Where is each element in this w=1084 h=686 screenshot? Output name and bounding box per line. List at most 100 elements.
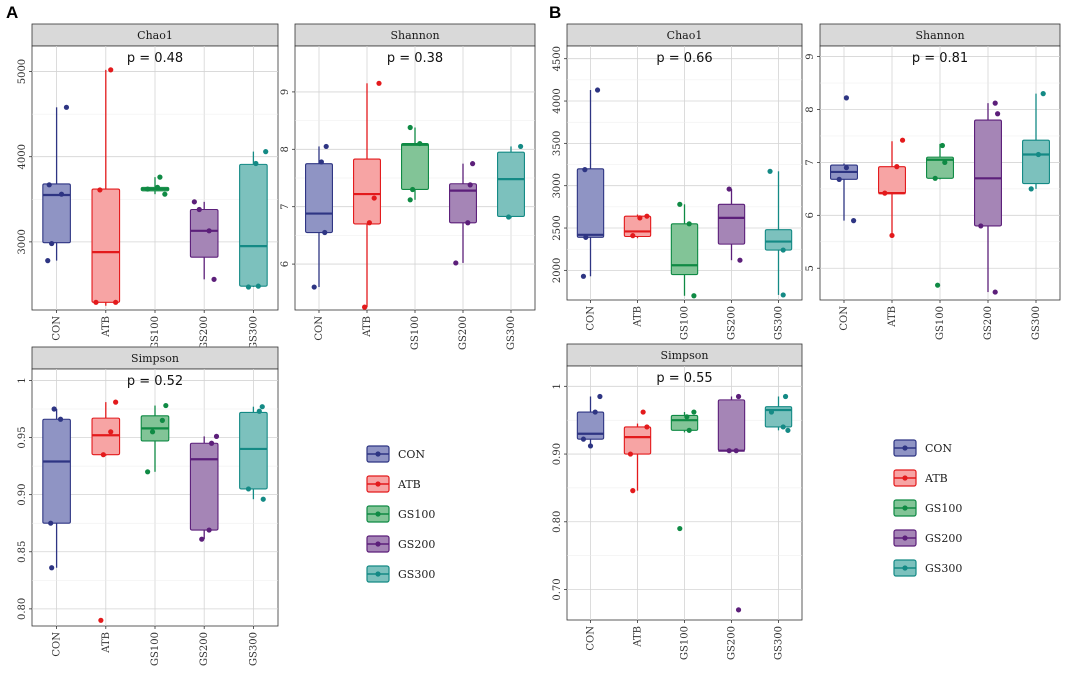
x-tick-label: GS100	[150, 316, 161, 350]
x-tick-label: GS300	[248, 316, 259, 350]
x-tick-label: CON	[586, 626, 597, 651]
legends-layer: CON ATB GS100 GS200 GS300 CON ATB GS100 GS200 GS3…	[366, 439, 962, 583]
x-tick-label: GS300	[774, 306, 785, 340]
x-tick-label: GS200	[727, 306, 738, 340]
y-tick-label: 8	[280, 146, 291, 152]
legend-key-point	[902, 445, 908, 451]
p-value-label: p = 0.48	[127, 51, 183, 66]
legend-key-point	[375, 481, 381, 487]
data-point	[253, 160, 259, 167]
y-tick-label: 5000	[17, 59, 28, 84]
panel-letter-a: A	[6, 3, 18, 22]
x-tick-label: GS200	[458, 316, 469, 350]
data-point	[93, 299, 99, 305]
data-point	[45, 258, 51, 264]
legend-a: CON ATB GS100 GS200 GS300	[366, 445, 435, 583]
legend-label: GS300	[398, 568, 435, 581]
data-point	[323, 143, 329, 150]
legend-label: GS100	[398, 508, 435, 521]
data-point	[637, 215, 643, 221]
data-point	[627, 451, 634, 457]
p-value-label: p = 0.55	[656, 371, 712, 386]
data-point	[735, 393, 742, 400]
x-tick-label: ATB	[633, 306, 644, 328]
data-point	[1028, 186, 1034, 192]
legend-key-point	[902, 505, 908, 511]
x-tick-label: GS100	[410, 316, 421, 350]
p-value-label: p = 0.66	[656, 51, 712, 66]
data-point	[453, 260, 459, 266]
x-tick-label: ATB	[633, 626, 644, 648]
x-tick-label: GS300	[1031, 306, 1042, 340]
x-tick-label: CON	[586, 306, 597, 331]
box-gs200	[717, 189, 746, 261]
x-tick-label: GS300	[506, 316, 517, 350]
legend-item-gs100: GS100	[366, 505, 435, 523]
facet-B-shannon: Shannon p = 0.81 5 6 7 8 9 CON ATB GS100 GS200 GS30…	[805, 23, 1061, 340]
box-atb	[623, 423, 652, 491]
legend-label: CON	[925, 442, 952, 455]
data-point	[1035, 151, 1041, 158]
x-tick-label: GS300	[248, 632, 259, 666]
y-tick-label: 6	[280, 261, 291, 267]
data-point	[978, 223, 984, 229]
data-point	[587, 443, 594, 449]
data-point	[376, 80, 382, 86]
x-tick-label: GS200	[199, 316, 210, 350]
data-point	[691, 409, 697, 415]
data-point	[51, 406, 57, 412]
box-body	[878, 166, 906, 195]
facet-B-simpson: Simpson p = 0.55 0.70 0.80 0.90 1 CON ATB GS100 G…	[552, 343, 803, 660]
p-value-label: p = 0.38	[387, 51, 443, 66]
box-body	[91, 417, 121, 456]
plots-layer: Chao1 p = 0.48 3000 4000 5000 CON ATB GS100 GS20…	[17, 23, 1061, 666]
data-point	[206, 228, 212, 234]
legend-label: ATB	[397, 478, 421, 491]
y-tick-label: 9	[280, 89, 291, 95]
box-atb	[353, 83, 381, 308]
data-point	[995, 111, 1001, 117]
x-tick-label: GS100	[935, 306, 946, 340]
data-point	[159, 417, 165, 423]
y-tick-label: 6	[805, 212, 816, 218]
legend-item-atb: ATB	[366, 475, 421, 493]
data-point	[157, 174, 163, 180]
legend-item-atb: ATB	[893, 469, 948, 487]
legend-key-point	[375, 541, 381, 547]
data-point	[196, 206, 202, 213]
box-body	[576, 168, 605, 238]
data-point	[1040, 91, 1046, 97]
box-body	[576, 411, 605, 440]
box-gs300	[239, 151, 268, 288]
y-tick-label: 3000	[552, 173, 563, 198]
data-point	[407, 124, 413, 131]
data-point	[57, 416, 64, 422]
data-point	[407, 197, 413, 203]
data-point	[836, 176, 842, 182]
box-body	[497, 151, 525, 218]
x-tick-label: ATB	[887, 306, 898, 328]
y-tick-label: 7	[280, 204, 291, 210]
data-point	[362, 304, 368, 310]
box-con	[305, 146, 333, 288]
data-point	[939, 142, 946, 149]
data-point	[145, 186, 151, 192]
data-point	[780, 292, 786, 298]
facet-A-shannon: Shannon p = 0.38 6 7 8 9 CON ATB GS100 GS200 GS300	[280, 23, 536, 350]
data-point	[691, 293, 697, 299]
data-point	[726, 186, 732, 192]
data-point	[780, 247, 786, 253]
data-point	[597, 393, 603, 400]
data-point	[737, 257, 743, 263]
data-point	[108, 429, 114, 435]
data-point	[46, 182, 52, 188]
y-tick-label: 2500	[552, 215, 563, 240]
box-body	[239, 411, 268, 490]
data-point	[163, 402, 169, 409]
data-point	[889, 232, 895, 239]
x-tick-label: GS300	[774, 626, 785, 660]
box-gs200	[974, 103, 1002, 293]
data-point	[245, 486, 252, 492]
box-atb	[91, 402, 121, 456]
box-body	[305, 163, 333, 234]
